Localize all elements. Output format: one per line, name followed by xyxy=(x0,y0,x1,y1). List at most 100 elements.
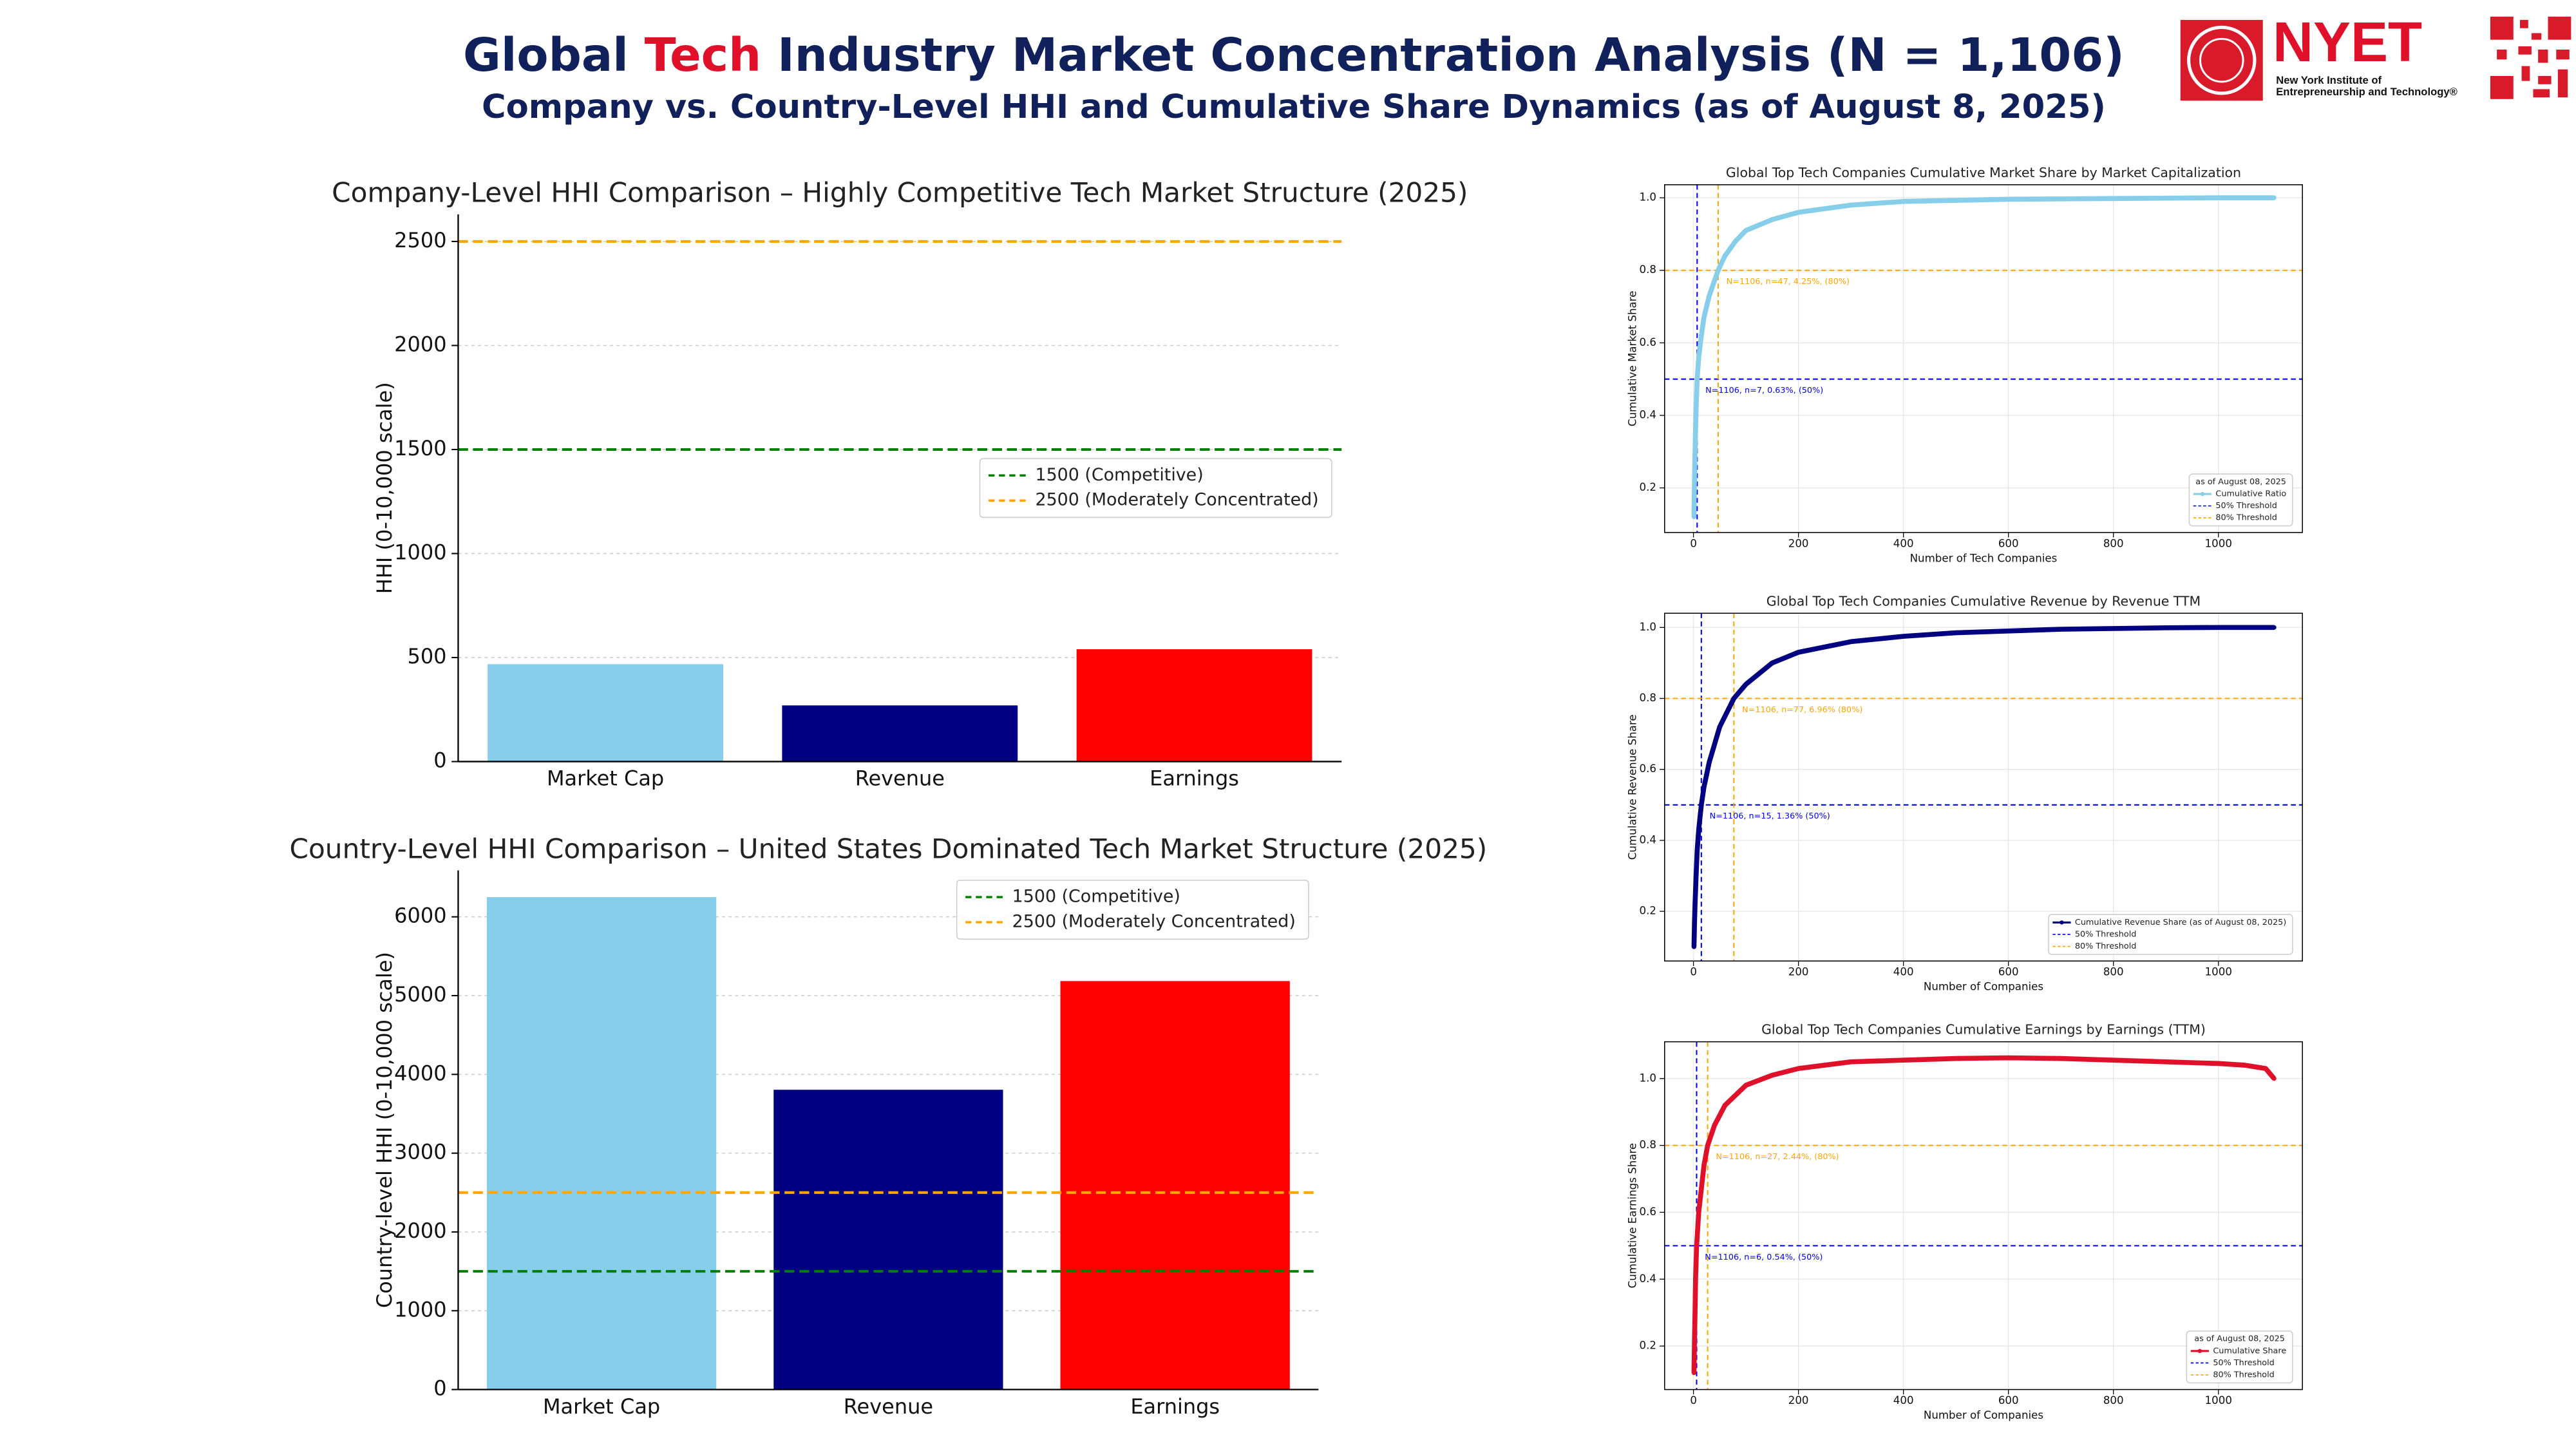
bar xyxy=(782,705,1018,762)
qr-block xyxy=(2518,46,2532,55)
data-point xyxy=(1796,650,1801,655)
x-tick-label: 800 xyxy=(2103,966,2124,978)
page-title: Global Tech Industry Market Concentratio… xyxy=(463,27,2125,81)
seal-bg xyxy=(2180,19,2263,101)
data-point xyxy=(1743,1083,1748,1088)
legend-label: 50% Threshold xyxy=(2213,1358,2274,1368)
data-point xyxy=(1796,210,1801,215)
chart-title: Global Top Tech Companies Cumulative Mar… xyxy=(1726,165,2241,180)
data-point xyxy=(2271,1076,2277,1081)
x-tick-label: Market Cap xyxy=(547,766,664,791)
y-tick-label: 0.2 xyxy=(1640,905,1656,917)
y-tick-label: 0.6 xyxy=(1640,336,1656,348)
threshold-annotation: N=1106, n=47, 4.25%, (80%) xyxy=(1727,277,1850,287)
y-tick-label: 0.6 xyxy=(1640,1206,1656,1218)
bar xyxy=(1060,981,1290,1390)
x-tick-label: 800 xyxy=(2103,537,2124,549)
x-axis-label: Number of Companies xyxy=(1924,1409,2043,1421)
data-point xyxy=(2058,196,2063,202)
plot-frame xyxy=(1664,1041,2303,1390)
data-point xyxy=(1848,1059,1853,1065)
data-point xyxy=(1699,1186,1704,1191)
data-point xyxy=(2242,1063,2248,1068)
x-tick-label: Revenue xyxy=(844,1394,933,1419)
x-tick-label: 600 xyxy=(1998,1394,2019,1406)
x-tick-label: 400 xyxy=(1893,1394,1914,1406)
legend-label: Cumulative Share xyxy=(2213,1346,2286,1356)
y-tick-label: 0.8 xyxy=(1640,1139,1656,1151)
data-point xyxy=(1694,406,1699,411)
data-point xyxy=(1953,630,1958,636)
data-point xyxy=(1692,449,1698,454)
y-tick-label: 0.2 xyxy=(1640,1340,1656,1352)
data-point xyxy=(1701,784,1707,790)
y-tick-label: 1500 xyxy=(394,436,446,460)
bar xyxy=(486,897,717,1390)
data-point xyxy=(2006,196,2011,202)
data-point xyxy=(2271,625,2277,630)
data-point xyxy=(1707,293,1712,298)
legend-label: 50% Threshold xyxy=(2075,929,2136,939)
x-axis-label: Number of Tech Companies xyxy=(1910,552,2058,564)
qr-block xyxy=(2538,50,2548,63)
x-tick-label: 400 xyxy=(1893,966,1914,978)
legend-label: 80% Threshold xyxy=(2075,942,2136,951)
chart-title: Company-Level HHI Comparison – Highly Co… xyxy=(332,177,1468,209)
y-tick-label: 2000 xyxy=(394,1218,446,1243)
threshold-annotation: N=1106, n=15, 1.36% (50%) xyxy=(1710,811,1830,821)
data-point xyxy=(1848,639,1853,644)
legend-label: Cumulative Ratio xyxy=(2215,489,2286,499)
y-tick-label: 500 xyxy=(408,644,447,668)
data-point xyxy=(1696,827,1701,832)
x-tick-label: 1000 xyxy=(2205,537,2232,549)
data-point xyxy=(1707,760,1712,765)
y-axis-label: HHI (0-10,000 scale) xyxy=(372,382,397,594)
legend-label: Cumulative Revenue Share (as of August 0… xyxy=(2075,918,2286,927)
data-point xyxy=(2163,625,2168,630)
data-point xyxy=(1901,634,1906,639)
legend-title: as of August 08, 2025 xyxy=(2194,1334,2285,1344)
x-tick-label: Earnings xyxy=(1150,766,1239,791)
y-axis-label: Cumulative Revenue Share xyxy=(1627,714,1639,860)
data-point xyxy=(1770,660,1775,665)
logo-name: NYET xyxy=(2273,11,2422,73)
data-point xyxy=(1796,1066,1801,1071)
x-tick-label: 200 xyxy=(1788,537,1809,549)
data-point xyxy=(1696,1209,1701,1215)
data-point xyxy=(1953,1056,1958,1061)
chart-panel: Global Top Tech Companies Cumulative Mar… xyxy=(1627,165,2303,564)
x-tick-label: 200 xyxy=(1788,1394,1809,1406)
data-point xyxy=(2216,1061,2221,1066)
data-point xyxy=(1701,1163,1707,1168)
threshold-annotation: N=1106, n=7, 0.63%, (50%) xyxy=(1705,386,1823,395)
x-tick-label: Revenue xyxy=(855,766,945,791)
chart-panel: Country-Level HHI Comparison – United St… xyxy=(290,833,1488,1419)
y-tick-label: 6000 xyxy=(394,904,446,928)
qr-block xyxy=(2531,33,2542,40)
data-point xyxy=(1694,873,1699,878)
data-point xyxy=(2271,195,2277,200)
seal-ring xyxy=(2199,37,2244,83)
y-tick-label: 0.2 xyxy=(1640,481,1656,493)
y-axis-label: Cumulative Earnings Share xyxy=(1627,1143,1639,1289)
legend-frame xyxy=(2048,914,2293,955)
data-point xyxy=(1692,1310,1698,1315)
data-point xyxy=(1693,1276,1698,1282)
title-part: Tech xyxy=(645,27,761,81)
data-point xyxy=(2263,1066,2268,1071)
y-tick-label: 0.4 xyxy=(1640,1273,1656,1285)
legend-label: 2500 (Moderately Concentrated) xyxy=(1036,490,1319,510)
x-tick-label: 400 xyxy=(1893,537,1914,549)
qr-block xyxy=(2557,69,2568,98)
seal-ring xyxy=(2187,25,2257,95)
data-point xyxy=(1691,1370,1697,1376)
data-point xyxy=(1717,724,1722,730)
y-tick-label: 5000 xyxy=(394,982,446,1007)
bar xyxy=(773,1090,1003,1390)
y-tick-label: 0 xyxy=(433,748,446,773)
qr-block xyxy=(2497,50,2507,60)
legend-frame xyxy=(979,458,1332,518)
legend-label: 80% Threshold xyxy=(2213,1370,2274,1379)
